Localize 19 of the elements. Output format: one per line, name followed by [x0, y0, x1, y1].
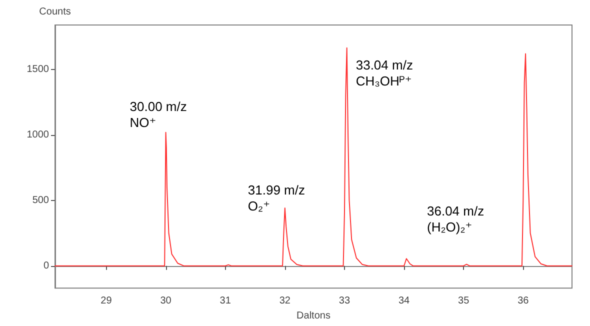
x-tick-label: 35: [458, 296, 470, 307]
x-tick-label: 30: [160, 296, 172, 307]
annotation: 36.04 m/z (H₂O)₂⁺: [427, 204, 484, 234]
y-tick-label: 1000: [26, 129, 50, 140]
annotation: 33.04 m/z CH₃OHᴾ⁺: [356, 57, 413, 88]
x-tick-label: 32: [279, 296, 291, 307]
y-tick-label: 0: [43, 260, 50, 272]
x-tick-label: 31: [220, 296, 232, 307]
line-series: [54, 47, 572, 266]
annotation: 31.99 m/z O₂⁺: [248, 182, 306, 214]
x-tick-label: 33: [338, 296, 350, 307]
annotation: 30.00 m/z NO⁺: [130, 98, 187, 130]
y-tick-label: 500: [32, 194, 50, 206]
x-tick-label: 29: [100, 296, 112, 307]
x-tick-label: 34: [398, 296, 410, 307]
x-axis-title: Daltons: [296, 310, 330, 322]
y-tick-label: 1500: [26, 64, 50, 76]
y-axis-title: Counts: [39, 6, 71, 18]
x-tick-label: 36: [518, 296, 530, 307]
